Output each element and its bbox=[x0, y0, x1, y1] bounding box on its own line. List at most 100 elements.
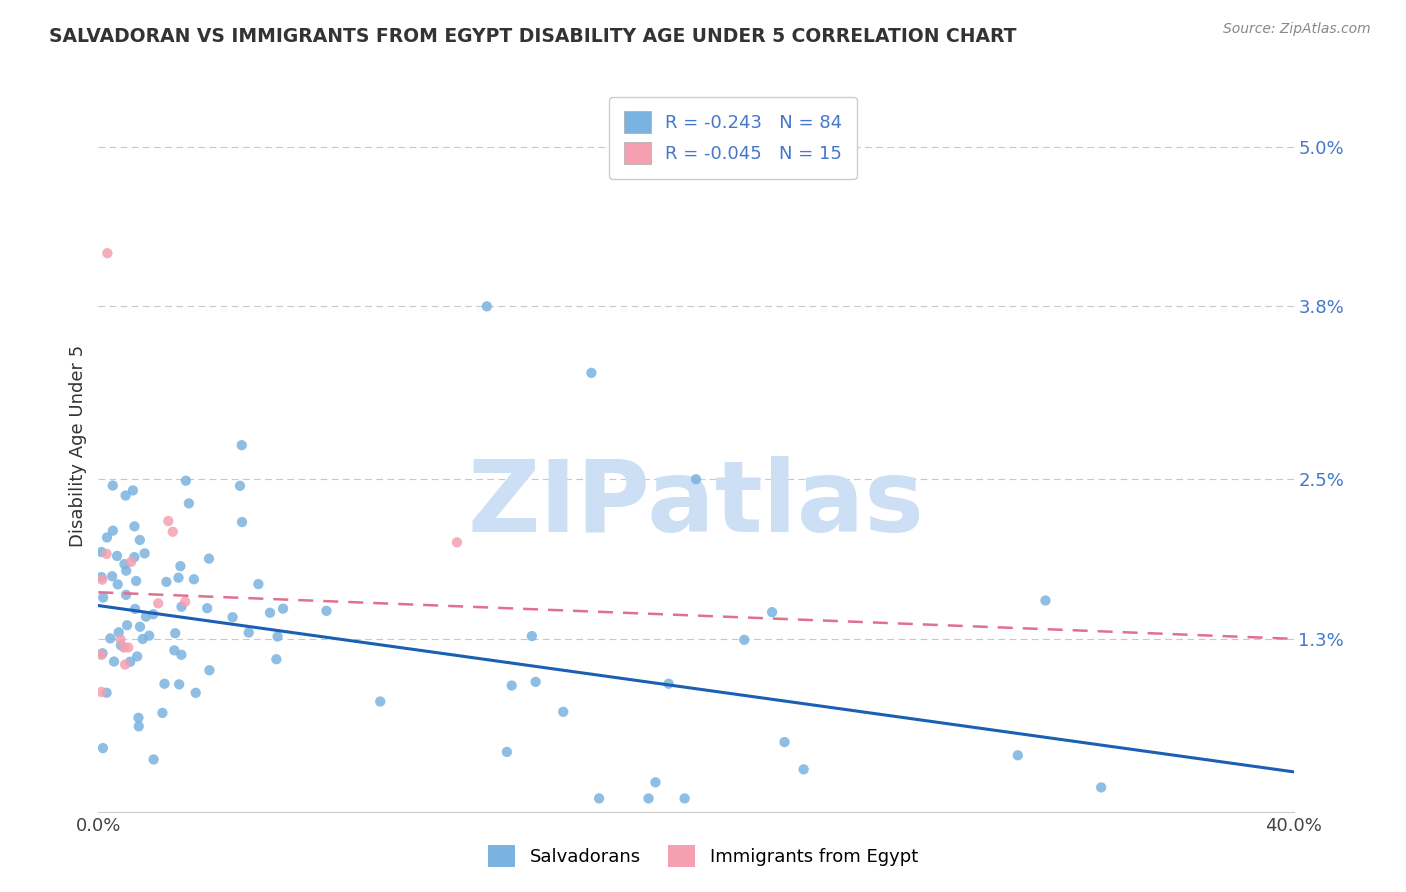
Point bbox=[231, 515, 253, 529]
Point bbox=[105, 549, 128, 563]
Point bbox=[1007, 748, 1029, 763]
Point bbox=[152, 706, 174, 720]
Text: SALVADORAN VS IMMIGRANTS FROM EGYPT DISABILITY AGE UNDER 5 CORRELATION CHART: SALVADORAN VS IMMIGRANTS FROM EGYPT DISA… bbox=[49, 27, 1017, 45]
Point bbox=[142, 752, 165, 766]
Point bbox=[266, 630, 288, 644]
Point bbox=[553, 705, 575, 719]
Point bbox=[368, 694, 391, 708]
Point bbox=[1035, 593, 1057, 607]
Point bbox=[167, 571, 190, 585]
Point bbox=[153, 677, 176, 691]
Point bbox=[129, 620, 152, 634]
Point bbox=[96, 686, 118, 700]
Point bbox=[446, 535, 468, 549]
Point bbox=[107, 625, 129, 640]
Point bbox=[135, 609, 157, 624]
Point bbox=[122, 483, 145, 498]
Point bbox=[1090, 780, 1112, 795]
Point bbox=[124, 519, 146, 533]
Point bbox=[184, 686, 207, 700]
Point bbox=[117, 640, 139, 655]
Point bbox=[238, 625, 260, 640]
Point bbox=[169, 559, 191, 574]
Point bbox=[259, 606, 281, 620]
Point bbox=[120, 555, 142, 569]
Point bbox=[170, 599, 193, 614]
Point bbox=[103, 655, 125, 669]
Point bbox=[183, 572, 205, 586]
Point bbox=[165, 626, 187, 640]
Point bbox=[127, 649, 149, 664]
Point bbox=[496, 745, 519, 759]
Point bbox=[114, 657, 136, 672]
Point bbox=[96, 531, 118, 545]
Point bbox=[221, 610, 243, 624]
Point bbox=[198, 551, 221, 566]
Point bbox=[107, 577, 129, 591]
Point bbox=[231, 438, 253, 452]
Point bbox=[174, 474, 197, 488]
Point bbox=[167, 677, 190, 691]
Point bbox=[761, 605, 783, 619]
Point bbox=[98, 632, 121, 646]
Point bbox=[195, 601, 218, 615]
Point bbox=[124, 602, 146, 616]
Point bbox=[637, 791, 659, 805]
Point bbox=[128, 719, 150, 733]
Point bbox=[120, 655, 142, 669]
Point bbox=[110, 632, 132, 647]
Point bbox=[247, 577, 270, 591]
Point bbox=[91, 573, 114, 587]
Point bbox=[793, 763, 815, 777]
Point bbox=[114, 489, 136, 503]
Point bbox=[114, 557, 136, 571]
Point bbox=[96, 246, 118, 260]
Point bbox=[177, 496, 200, 510]
Point bbox=[125, 574, 148, 588]
Point bbox=[501, 679, 523, 693]
Point bbox=[162, 524, 184, 539]
Point bbox=[588, 791, 610, 805]
Point bbox=[134, 546, 156, 560]
Point bbox=[315, 604, 337, 618]
Point bbox=[101, 524, 124, 538]
Point bbox=[773, 735, 796, 749]
Point bbox=[128, 533, 150, 547]
Point bbox=[524, 674, 547, 689]
Point bbox=[91, 741, 114, 756]
Point bbox=[90, 545, 112, 559]
Point bbox=[90, 648, 112, 662]
Point bbox=[115, 564, 138, 578]
Point bbox=[475, 299, 498, 313]
Point bbox=[101, 569, 124, 583]
Point bbox=[581, 366, 603, 380]
Point bbox=[124, 550, 146, 565]
Y-axis label: Disability Age Under 5: Disability Age Under 5 bbox=[69, 345, 87, 547]
Point bbox=[127, 711, 149, 725]
Point bbox=[148, 596, 170, 610]
Point bbox=[198, 663, 221, 677]
Point bbox=[170, 648, 193, 662]
Point bbox=[644, 775, 666, 789]
Point bbox=[101, 478, 124, 492]
Point bbox=[115, 588, 138, 602]
Point bbox=[155, 574, 177, 589]
Point bbox=[229, 479, 252, 493]
Point bbox=[131, 632, 153, 646]
Point bbox=[90, 570, 112, 584]
Point bbox=[91, 646, 114, 660]
Text: ZIPatlas: ZIPatlas bbox=[468, 456, 924, 553]
Point bbox=[142, 607, 165, 622]
Point bbox=[685, 472, 707, 486]
Point bbox=[91, 591, 114, 605]
Point bbox=[115, 618, 138, 632]
Point bbox=[733, 632, 755, 647]
Point bbox=[520, 629, 543, 643]
Point bbox=[174, 595, 197, 609]
Point bbox=[163, 643, 186, 657]
Text: Source: ZipAtlas.com: Source: ZipAtlas.com bbox=[1223, 22, 1371, 37]
Point bbox=[673, 791, 696, 805]
Point bbox=[112, 640, 135, 655]
Point bbox=[138, 629, 160, 643]
Point bbox=[90, 685, 112, 699]
